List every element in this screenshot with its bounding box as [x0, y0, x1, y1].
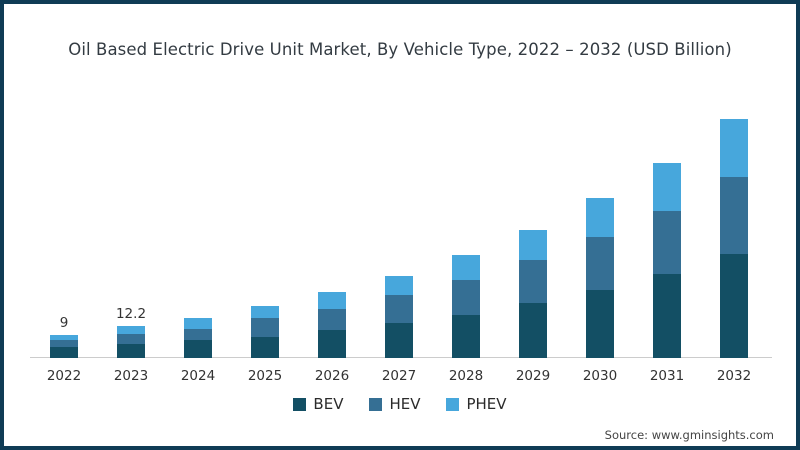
bar-segment-bev-2023	[117, 344, 145, 358]
bar-segment-hev-2032	[720, 177, 748, 254]
legend-swatch-bev	[293, 397, 307, 411]
bar-segment-bev-2032	[720, 254, 748, 358]
bar-group-2023	[117, 326, 145, 358]
bar-segment-phev-2027	[385, 275, 413, 295]
bar-segment-phev-2023	[117, 326, 145, 335]
bar-segment-hev-2025	[251, 317, 279, 337]
bar-segment-phev-2025	[251, 306, 279, 318]
bar-group-2027	[385, 275, 413, 358]
bar-segment-bev-2024	[184, 340, 212, 358]
bar-segment-phev-2022	[50, 334, 78, 341]
bar-segment-bev-2022	[50, 347, 78, 358]
bar-group-2024	[184, 317, 212, 358]
chart-title: Oil Based Electric Drive Unit Market, By…	[68, 40, 732, 59]
x-axis-label-2029: 2029	[515, 368, 551, 384]
bar-total-label-2022: 9	[59, 314, 69, 331]
bar-group-2022	[50, 334, 78, 358]
legend-label-phev: PHEV	[466, 395, 507, 413]
legend-item-bev: BEV	[293, 395, 343, 413]
x-axis-label-2030: 2030	[582, 368, 618, 384]
legend-swatch-hev	[369, 397, 383, 411]
bar-group-2031	[653, 163, 681, 358]
bar-segment-bev-2026	[318, 329, 346, 358]
bar-segment-phev-2026	[318, 291, 346, 309]
bar-segment-hev-2023	[117, 334, 145, 345]
legend-swatch-phev	[446, 397, 460, 411]
bar-segment-phev-2032	[720, 119, 748, 178]
bar-segment-bev-2030	[586, 289, 614, 358]
x-axis-label-2027: 2027	[381, 368, 417, 384]
bar-group-2028	[452, 255, 480, 358]
bar-segment-phev-2029	[519, 230, 547, 260]
bar-group-2025	[251, 306, 279, 358]
bar-segment-phev-2030	[586, 197, 614, 237]
source-text: Source: www.gminsights.com	[604, 428, 774, 442]
bar-segment-phev-2024	[184, 317, 212, 329]
bar-segment-hev-2031	[653, 211, 681, 275]
legend-item-phev: PHEV	[446, 395, 507, 413]
bar-group-2029	[519, 230, 547, 358]
bar-group-2026	[318, 291, 346, 358]
bar-segment-bev-2025	[251, 336, 279, 358]
bar-total-label-2023: 12.2	[115, 306, 147, 323]
bar-segment-phev-2031	[653, 163, 681, 212]
bar-segment-bev-2027	[385, 322, 413, 358]
bar-segment-phev-2028	[452, 255, 480, 281]
bar-segment-bev-2031	[653, 274, 681, 358]
bar-group-2032	[720, 119, 748, 358]
x-axis-label-2028: 2028	[448, 368, 484, 384]
x-axis-label-2025: 2025	[247, 368, 283, 384]
bar-segment-hev-2029	[519, 260, 547, 303]
x-axis-label-2023: 2023	[113, 368, 149, 384]
plot-area: 2022 9 2023 12.2 2024 2025 2026 2027 2028 2029 203…	[4, 4, 796, 446]
legend: BEV HEV PHEV	[4, 395, 796, 413]
bar-segment-bev-2028	[452, 315, 480, 358]
bar-segment-hev-2027	[385, 294, 413, 323]
bar-segment-hev-2028	[452, 280, 480, 316]
x-axis-label-2022: 2022	[46, 368, 82, 384]
bar-segment-bev-2029	[519, 302, 547, 358]
bar-segment-hev-2026	[318, 308, 346, 330]
bar-segment-hev-2022	[50, 340, 78, 348]
bar-segment-hev-2024	[184, 328, 212, 341]
x-axis-label-2031: 2031	[649, 368, 685, 384]
x-axis-label-2024: 2024	[180, 368, 216, 384]
bar-segment-hev-2030	[586, 236, 614, 290]
legend-item-hev: HEV	[369, 395, 420, 413]
legend-label-bev: BEV	[313, 395, 344, 413]
bar-group-2030	[586, 197, 614, 358]
legend-label-hev: HEV	[389, 395, 421, 413]
x-axis-label-2026: 2026	[314, 368, 350, 384]
x-axis-label-2032: 2032	[716, 368, 752, 384]
